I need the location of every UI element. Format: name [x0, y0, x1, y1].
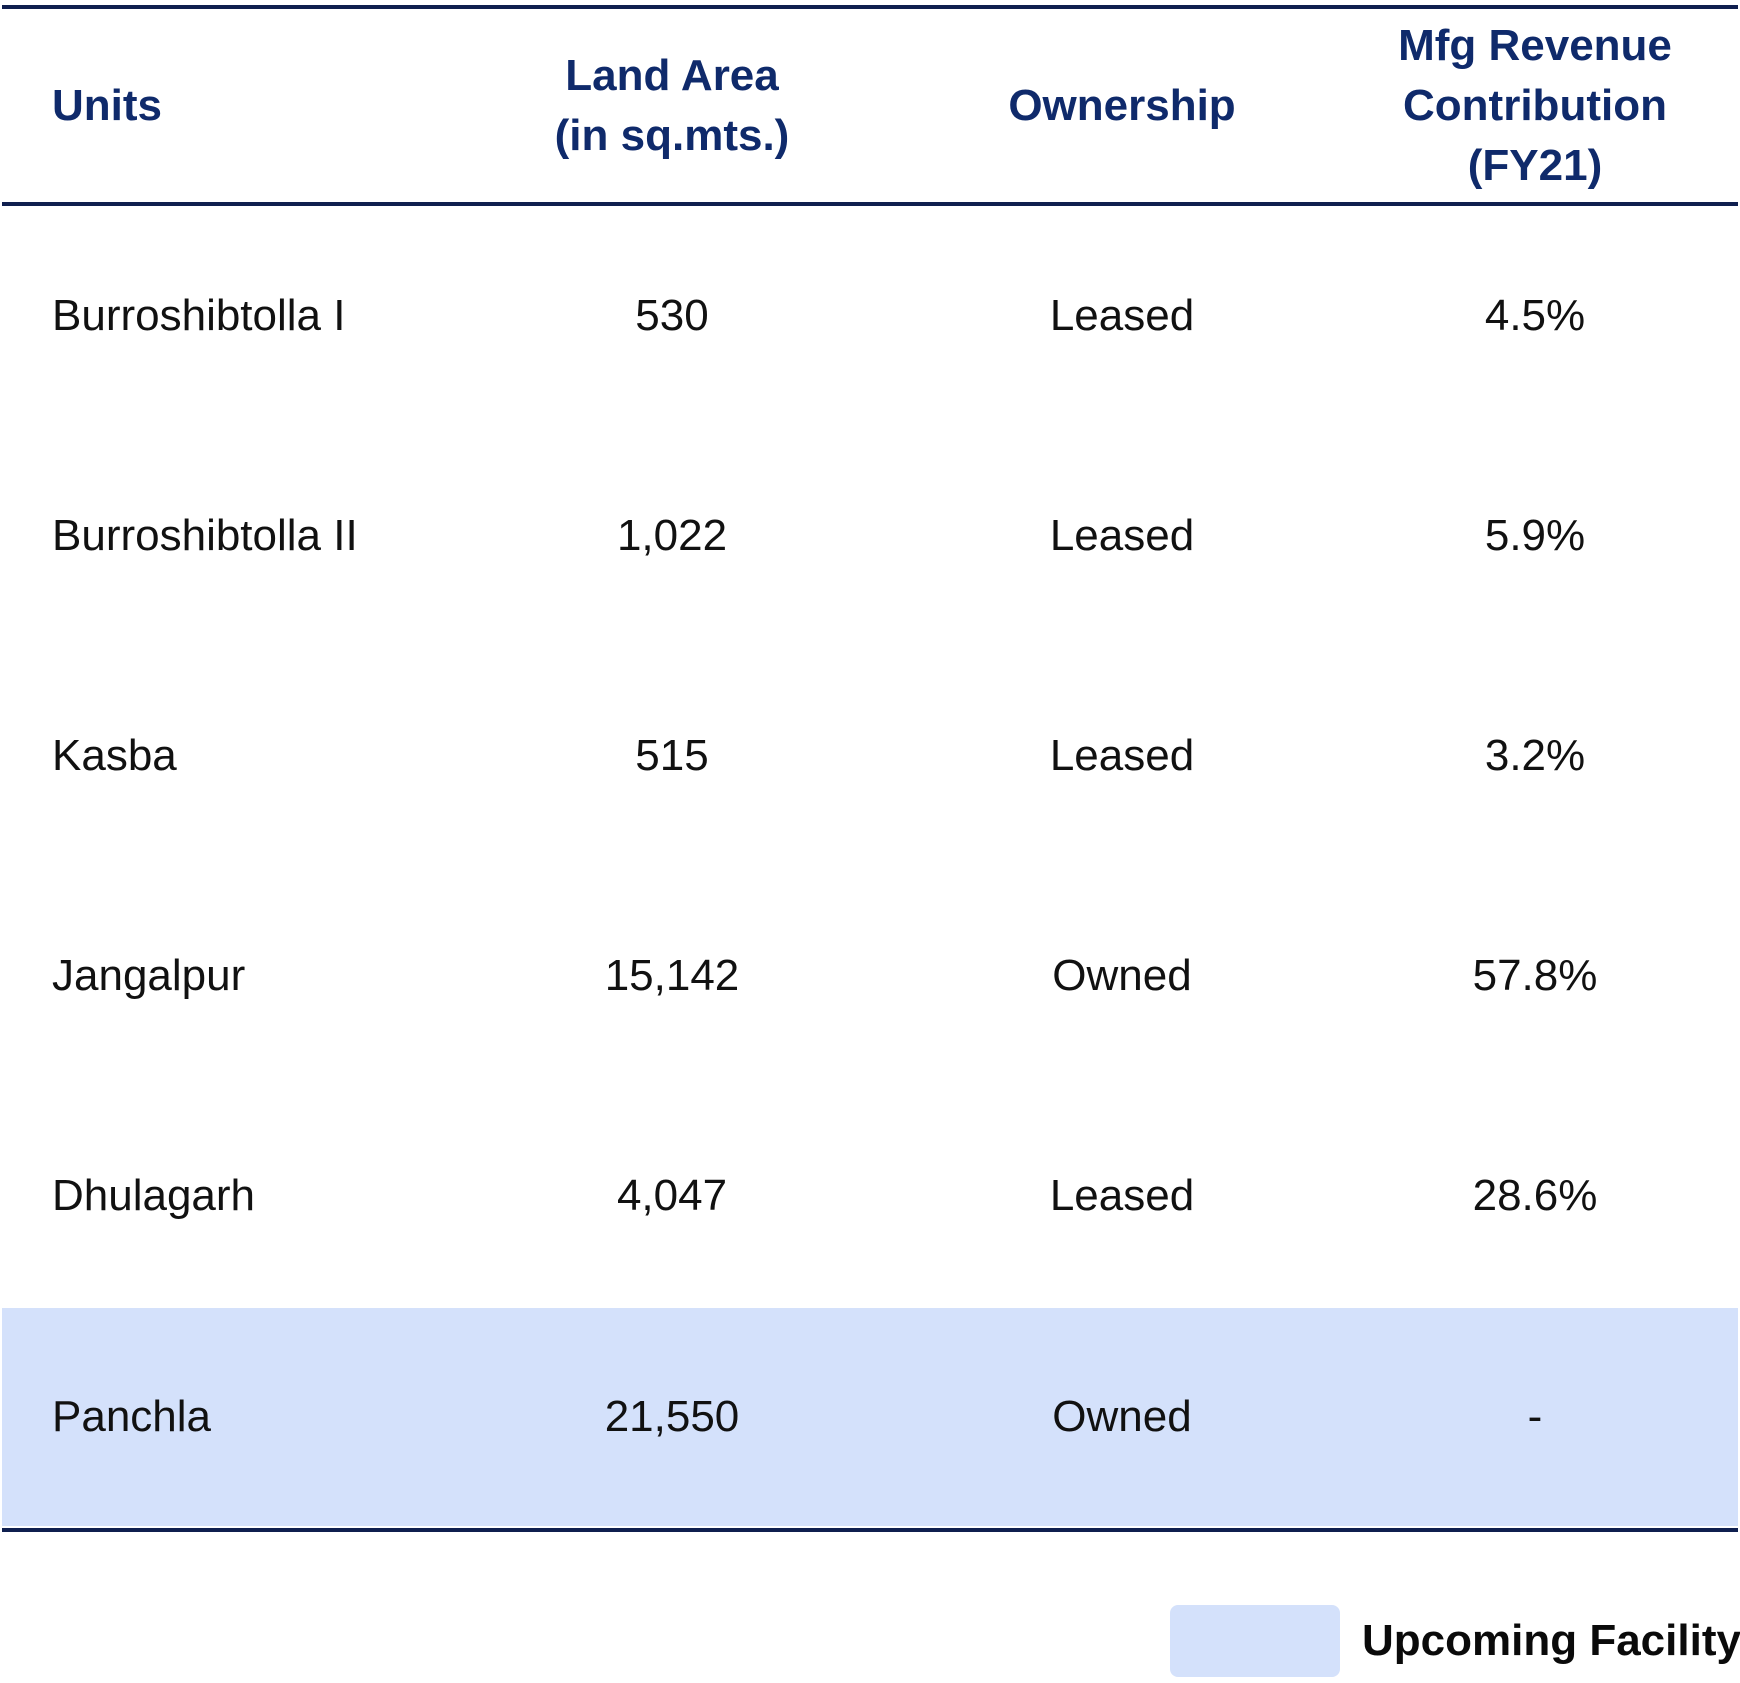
table-row: Burroshibtolla I 530 Leased 4.5% — [2, 206, 1738, 426]
cell-unit: Panchla — [52, 1392, 212, 1441]
cell-revenue-contribution: 28.6% — [1472, 1171, 1598, 1220]
cell-land-area: 530 — [635, 291, 709, 340]
cell-ownership: Leased — [1049, 511, 1195, 560]
cell-unit: Jangalpur — [52, 951, 246, 1000]
table-row-upcoming: Panchla 21,550 Owned - — [2, 1308, 1738, 1526]
cell-unit: Burroshibtolla II — [52, 511, 358, 560]
cell-ownership: Leased — [1049, 1171, 1195, 1220]
cell-unit: Dhulagarh — [52, 1171, 256, 1220]
cell-unit: Kasba — [52, 731, 177, 780]
legend: Upcoming Facility — [1170, 1605, 1740, 1677]
table-top-rule — [2, 5, 1738, 9]
cell-ownership: Owned — [1052, 1392, 1192, 1441]
cell-land-area: 21,550 — [604, 1392, 740, 1441]
cell-ownership: Owned — [1052, 951, 1192, 1000]
cell-revenue-contribution: 3.2% — [1484, 731, 1586, 780]
cell-revenue-contribution: 5.9% — [1484, 511, 1586, 560]
header-land-area: Land Area (in sq.mts.) — [554, 50, 790, 160]
table-bottom-rule — [2, 1528, 1738, 1532]
cell-ownership: Leased — [1049, 291, 1195, 340]
legend-swatch — [1170, 1605, 1340, 1677]
header-ownership: Ownership — [1008, 80, 1236, 130]
legend-label: Upcoming Facility — [1362, 1616, 1740, 1665]
table-header: Units Land Area (in sq.mts.) Ownership M… — [2, 9, 1738, 202]
cell-land-area: 1,022 — [616, 511, 728, 560]
table-row: Dhulagarh 4,047 Leased 28.6% — [2, 1086, 1738, 1306]
cell-land-area: 515 — [635, 731, 709, 780]
table-row: Burroshibtolla II 1,022 Leased 5.9% — [2, 426, 1738, 646]
cell-ownership: Leased — [1049, 731, 1195, 780]
cell-revenue-contribution: 57.8% — [1472, 951, 1598, 1000]
header-bottom-rule — [2, 202, 1738, 206]
table-row: Jangalpur 15,142 Owned 57.8% — [2, 866, 1738, 1086]
header-revenue-contribution: Mfg Revenue Contribution (FY21) — [1398, 20, 1672, 190]
header-units: Units — [52, 80, 162, 130]
cell-land-area: 15,142 — [604, 951, 740, 1000]
cell-land-area: 4,047 — [616, 1171, 728, 1220]
cell-revenue-contribution: - — [1527, 1392, 1543, 1441]
cell-revenue-contribution: 4.5% — [1484, 291, 1586, 340]
cell-unit: Burroshibtolla I — [52, 291, 346, 340]
table-row: Kasba 515 Leased 3.2% — [2, 646, 1738, 866]
